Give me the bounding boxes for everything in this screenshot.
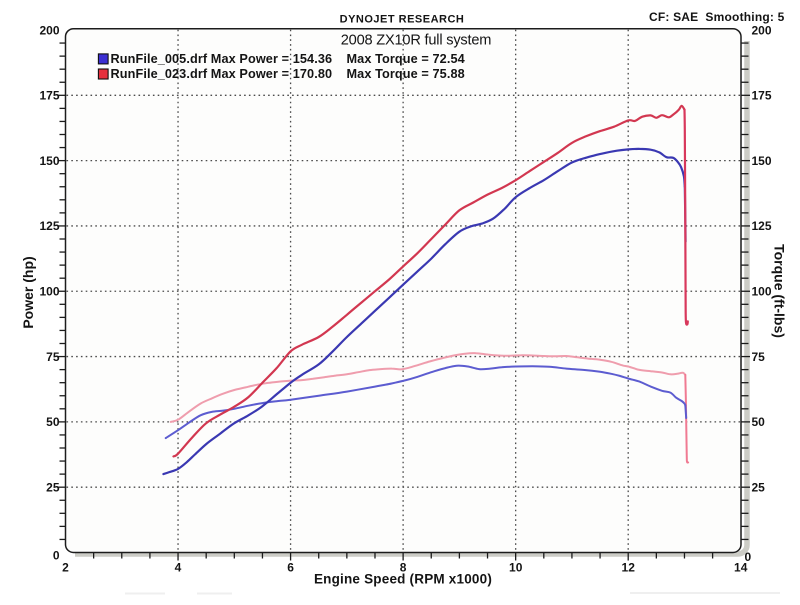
svg-text:200: 200 <box>752 23 772 37</box>
svg-text:RunFile_005.drf Max Power = 15: RunFile_005.drf Max Power = 154.36 <box>111 52 333 66</box>
svg-text:6: 6 <box>287 561 294 575</box>
svg-text:0: 0 <box>745 550 752 564</box>
svg-text:CF: SAE Smoothing: 5: CF: SAE Smoothing: 5 <box>649 10 785 24</box>
svg-text:200: 200 <box>39 23 59 37</box>
svg-text:25: 25 <box>752 481 766 495</box>
svg-text:75: 75 <box>46 350 60 364</box>
svg-text:0: 0 <box>53 549 60 563</box>
svg-text:2008 ZX10R full system: 2008 ZX10R full system <box>341 32 492 48</box>
svg-text:100: 100 <box>39 285 59 299</box>
svg-text:175: 175 <box>752 89 772 103</box>
svg-text:Max Torque = 75.88: Max Torque = 75.88 <box>347 67 465 81</box>
svg-text:100: 100 <box>752 285 772 299</box>
svg-text:RunFile_023.drf Max Power = 17: RunFile_023.drf Max Power = 170.80 <box>111 67 333 81</box>
svg-text:50: 50 <box>46 415 60 429</box>
svg-text:8: 8 <box>400 561 407 575</box>
svg-text:150: 150 <box>752 154 772 168</box>
svg-text:10: 10 <box>509 561 523 575</box>
svg-text:2: 2 <box>62 561 69 575</box>
svg-text:Engine Speed (RPM x1000): Engine Speed (RPM x1000) <box>314 571 492 586</box>
svg-text:125: 125 <box>39 219 59 233</box>
svg-text:125: 125 <box>752 219 772 233</box>
svg-text:50: 50 <box>752 415 766 429</box>
svg-text:Max Torque = 72.54: Max Torque = 72.54 <box>347 52 465 66</box>
svg-text:Torque (ft-lbs): Torque (ft-lbs) <box>772 244 788 338</box>
svg-text:14: 14 <box>734 561 748 575</box>
svg-text:175: 175 <box>39 89 59 103</box>
svg-text:75: 75 <box>752 350 766 364</box>
svg-text:12: 12 <box>622 561 636 575</box>
svg-text:25: 25 <box>46 481 60 495</box>
svg-text:DYNOJET RESEARCH: DYNOJET RESEARCH <box>340 14 465 26</box>
svg-text:150: 150 <box>39 154 59 168</box>
svg-text:4: 4 <box>175 561 182 575</box>
svg-text:Power (hp): Power (hp) <box>20 256 36 328</box>
